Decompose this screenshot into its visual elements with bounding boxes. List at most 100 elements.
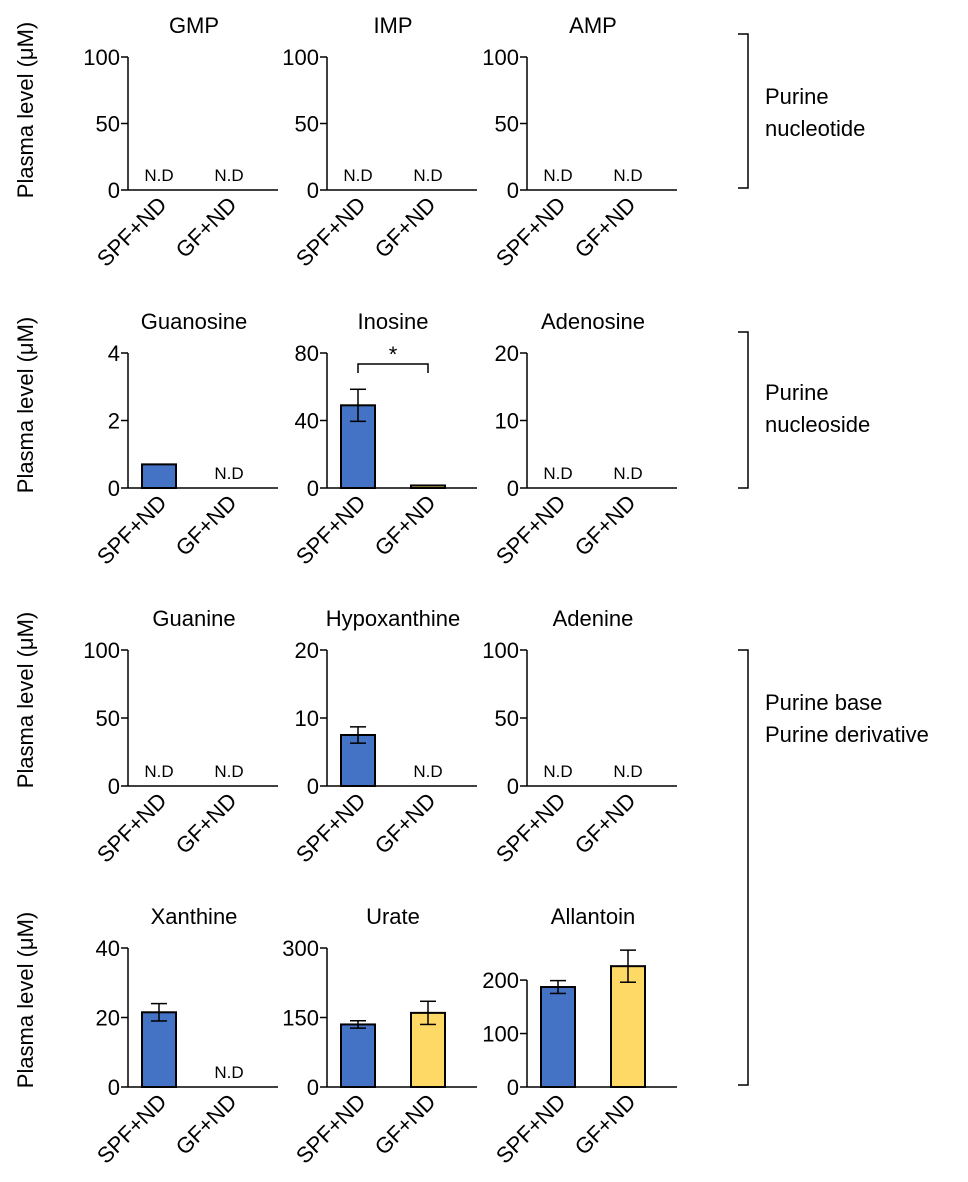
group-label-nucleoside-2: nucleoside: [765, 412, 870, 437]
category-label: SPF+ND: [291, 1089, 370, 1168]
y-tick-label: 50: [96, 706, 120, 731]
nd-label: N.D: [214, 464, 243, 483]
y-tick-label: 100: [282, 45, 319, 70]
y-tick-label: 0: [307, 476, 319, 501]
category-label: GF+ND: [171, 788, 242, 859]
category-label: GF+ND: [570, 788, 641, 859]
y-tick-label: 20: [295, 638, 319, 663]
nd-label: N.D: [343, 166, 372, 185]
nd-label: N.D: [144, 166, 173, 185]
category-label: SPF+ND: [291, 192, 370, 271]
y-tick-label: 10: [495, 409, 519, 434]
y-tick-label: 0: [507, 1075, 519, 1100]
chart-amp: AMP 0 50 100 N.D SPF+ND N.D GF+ND: [482, 13, 677, 271]
chart-title: Xanthine: [151, 904, 238, 929]
category-label: SPF+ND: [92, 788, 171, 867]
category-label: SPF+ND: [92, 1089, 171, 1168]
bar-spf-nd: [340, 1023, 376, 1088]
y-tick-label: 50: [96, 112, 120, 137]
category-label: SPF+ND: [491, 1089, 570, 1168]
y-tick-label: 0: [307, 178, 319, 203]
category-label: GF+ND: [370, 788, 441, 859]
bracket-base: [738, 649, 749, 1086]
category-label: GF+ND: [570, 192, 641, 263]
nd-label: N.D: [144, 762, 173, 781]
chart-adenosine: Adenosine 0 10 20 N.D SPF+ND N.D GF+ND: [491, 309, 677, 569]
y-tick-label: 0: [307, 1075, 319, 1100]
y-tick-label: 4: [108, 341, 120, 366]
chart-gmp: GMP 0 50 100 N.D SPF+ND N.D GF+ND: [83, 13, 278, 271]
chart-imp: IMP 0 50 100 N.D SPF+ND N.D GF+ND: [282, 13, 477, 271]
category-label: SPF+ND: [491, 788, 570, 867]
category-label: GF+ND: [171, 1089, 242, 1160]
chart-title: Hypoxanthine: [326, 606, 461, 631]
nd-label: N.D: [543, 762, 572, 781]
y-tick-label: 0: [307, 774, 319, 799]
y-tick-label: 0: [108, 1075, 120, 1100]
nd-label: N.D: [214, 1063, 243, 1082]
nd-label: N.D: [613, 762, 642, 781]
y-axis-label-row3: Plasma level (μM): [13, 612, 38, 788]
chart-title: Adenosine: [541, 309, 645, 334]
category-label: SPF+ND: [491, 490, 570, 569]
y-tick-label: 50: [495, 706, 519, 731]
y-tick-label: 300: [282, 936, 319, 961]
significance-bracket: [357, 363, 429, 373]
y-tick-label: 200: [482, 968, 519, 993]
y-tick-label: 100: [482, 1022, 519, 1047]
group-label-base-1: Purine base: [765, 690, 882, 715]
chart-allantoin: Allantoin 0 100 200 SPF+ND GF+ND: [482, 904, 677, 1168]
category-label: GF+ND: [171, 490, 242, 561]
y-tick-label: 100: [83, 45, 120, 70]
chart-title: Inosine: [358, 309, 429, 334]
category-label: SPF+ND: [291, 788, 370, 867]
y-tick-label: 2: [108, 409, 120, 434]
bar-spf-nd: [141, 1011, 177, 1088]
category-label: SPF+ND: [92, 490, 171, 569]
y-tick-label: 40: [295, 409, 319, 434]
chart-title: IMP: [373, 13, 412, 38]
y-tick-label: 40: [96, 936, 120, 961]
category-label: SPF+ND: [291, 490, 370, 569]
chart-adenine: Adenine 0 50 100 N.D SPF+ND N.D GF+ND: [482, 606, 677, 867]
chart-guanine: Guanine 0 50 100 N.D SPF+ND N.D GF+ND: [83, 606, 278, 867]
bracket-nucleoside: [738, 331, 749, 489]
group-label-nucleotide-2: nucleotide: [765, 116, 865, 141]
chart-title: GMP: [169, 13, 219, 38]
group-label-base-2: Purine derivative: [765, 722, 929, 747]
chart-xanthine: Xanthine 0 20 40 SPF+ND N.D GF+ND: [92, 904, 278, 1168]
nd-label: N.D: [413, 762, 442, 781]
significance-marker: *: [389, 342, 398, 367]
y-tick-label: 0: [507, 476, 519, 501]
y-tick-label: 0: [507, 774, 519, 799]
y-tick-label: 100: [482, 638, 519, 663]
chart-inosine: Inosine 0 40 80 SPF+ND GF+ND *: [291, 309, 477, 569]
category-label: GF+ND: [570, 1089, 641, 1160]
group-label-nucleoside-1: Purine: [765, 380, 829, 405]
nd-label: N.D: [543, 166, 572, 185]
chart-urate: Urate 0 150 300 SPF+ND GF+ND: [282, 904, 477, 1168]
y-axis-label-row1: Plasma level (μM): [13, 22, 38, 198]
y-axis-label-row2: Plasma level (μM): [13, 317, 38, 493]
bar-gf-nd: [410, 484, 446, 489]
chart-hypoxanthine: Hypoxanthine 0 10 20 SPF+ND N.D GF+ND: [291, 606, 477, 867]
nd-label: N.D: [543, 464, 572, 483]
nd-label: N.D: [214, 166, 243, 185]
category-label: GF+ND: [171, 192, 242, 263]
category-label: SPF+ND: [491, 192, 570, 271]
y-tick-label: 80: [295, 341, 319, 366]
y-tick-label: 100: [482, 45, 519, 70]
y-tick-label: 0: [507, 178, 519, 203]
y-tick-label: 0: [108, 178, 120, 203]
y-axis-label-row4: Plasma level (μM): [13, 912, 38, 1088]
category-label: GF+ND: [570, 490, 641, 561]
chart-guanosine: Guanosine 0 2 4 SPF+ND N.D GF+ND: [92, 309, 278, 569]
chart-title: Guanosine: [141, 309, 247, 334]
bar-spf-nd: [141, 463, 177, 489]
y-tick-label: 0: [108, 774, 120, 799]
y-tick-label: 50: [495, 112, 519, 137]
chart-title: Allantoin: [551, 904, 635, 929]
category-label: GF+ND: [370, 490, 441, 561]
chart-title: Adenine: [553, 606, 634, 631]
